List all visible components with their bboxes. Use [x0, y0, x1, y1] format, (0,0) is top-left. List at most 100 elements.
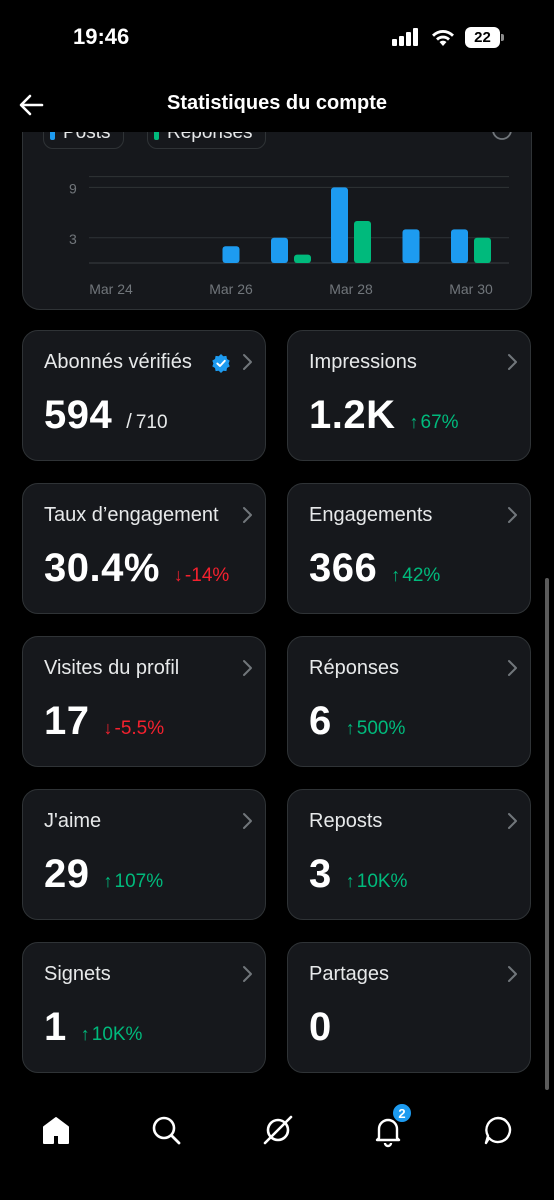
stat-card-reposts[interactable]: Reposts 3 ↑ 10K% [287, 789, 531, 920]
stat-value-row: 1 ↑ 10K% [44, 1005, 142, 1050]
x-tick-label: Mar 30 [449, 281, 493, 297]
chevron-right-icon [243, 660, 252, 676]
stat-change: ↓ -5.5% [104, 718, 165, 740]
chevron-right-icon [508, 354, 517, 370]
bar-posts-mar-27 [271, 237, 288, 263]
search-icon[interactable] [146, 1110, 186, 1150]
battery-level: 22 [465, 27, 500, 48]
bar-replies-mar-27 [294, 254, 311, 263]
stat-value: 1.2K [309, 393, 396, 437]
y-tick-label: 9 [69, 180, 77, 196]
arrow-up-icon: ↑ [345, 718, 355, 738]
stat-card-impressions[interactable]: Impressions 1.2K ↑ 67% [287, 330, 531, 461]
stat-value-row: 0 [309, 1005, 332, 1050]
stat-total-value: 710 [135, 412, 168, 433]
back-arrow-icon[interactable] [16, 90, 46, 120]
stat-change: ↑ 42% [391, 565, 440, 587]
y-tick-label: 3 [69, 231, 77, 247]
arrow-up-icon: ↑ [103, 871, 113, 891]
stat-label: Signets [44, 963, 111, 985]
stat-change: ↓ -14% [174, 565, 229, 587]
chevron-right-icon [508, 507, 517, 523]
bar-posts-mar-29 [402, 229, 420, 263]
chevron-right-icon [508, 813, 517, 829]
stat-card-bookmarks[interactable]: Signets 1 ↑ 10K% [22, 942, 266, 1073]
arrow-up-icon: ↑ [345, 871, 355, 891]
bar-replies-mar-28 [354, 221, 371, 263]
stat-value: 3 [309, 852, 332, 896]
scrollbar[interactable] [545, 578, 549, 1090]
stats-content[interactable]: Posts Réponses 3 9 Mar 24 Mar 26 Mar 28 Mar 3… [0, 132, 554, 1090]
grok-icon[interactable] [258, 1110, 298, 1150]
stat-value-row: 594/710 [44, 393, 168, 438]
stat-change-value: -14% [184, 565, 230, 586]
header: Statistiques du compte [0, 76, 554, 132]
stat-value: 1 [44, 1005, 67, 1049]
stat-value-row: 3 ↑ 10K% [309, 852, 407, 897]
messages-icon[interactable] [478, 1110, 518, 1150]
wifi-icon [432, 30, 454, 46]
stat-total: /710 [126, 411, 168, 433]
stat-card-engagements[interactable]: Engagements 366 ↑ 42% [287, 483, 531, 614]
stat-card-replies[interactable]: Réponses 6 ↑ 500% [287, 636, 531, 767]
stat-change-value: 67% [420, 412, 459, 433]
notifications-icon[interactable] [368, 1110, 408, 1150]
stat-change-value: 10K% [356, 871, 408, 892]
stat-value: 29 [44, 852, 90, 896]
battery-icon: 22 [465, 27, 504, 48]
stat-card-shares[interactable]: Partages 0 [287, 942, 531, 1073]
stat-label: Reposts [309, 810, 383, 832]
x-tick-label: Mar 28 [329, 281, 373, 297]
stat-card-likes[interactable]: J'aime 29 ↑ 107% [22, 789, 266, 920]
legend-posts-swatch [50, 132, 55, 140]
stat-change: ↑ 67% [410, 412, 459, 434]
stat-card-engagement-rate[interactable]: Taux d’engagement 30.4% ↓ -14% [22, 483, 266, 614]
stat-card-verified-followers[interactable]: Abonnés vérifiés 594/710 [22, 330, 266, 461]
notifications-badge: 2 [392, 1103, 412, 1123]
stat-value: 366 [309, 546, 378, 590]
info-icon[interactable] [491, 132, 513, 141]
legend-replies-label: Réponses [167, 132, 253, 143]
stat-label: Réponses [309, 657, 400, 679]
stat-value-row: 17 ↓ -5.5% [44, 699, 164, 744]
stat-value: 594 [44, 393, 113, 437]
stat-label: Impressions [309, 351, 417, 373]
page-title: Statistiques du compte [166, 92, 388, 114]
stat-value-row: 6 ↑ 500% [309, 699, 405, 744]
stat-label: J'aime [44, 810, 102, 832]
arrow-down-icon: ↓ [103, 718, 113, 738]
chevron-right-icon [508, 966, 517, 982]
bar-posts-mar-30 [451, 229, 468, 263]
cellular-signal-icon [392, 28, 420, 46]
chevron-right-icon [243, 507, 252, 523]
arrow-down-icon: ↓ [173, 565, 183, 585]
stat-value-row: 366 ↑ 42% [309, 546, 440, 591]
home-icon[interactable] [36, 1110, 76, 1150]
status-bar: 19:46 22 [0, 0, 554, 76]
arrow-up-icon: ↑ [391, 565, 401, 585]
stat-label: Engagements [309, 504, 433, 526]
stat-card-profile-visits[interactable]: Visites du profil 17 ↓ -5.5% [22, 636, 266, 767]
bottom-nav: 2 [0, 1090, 554, 1200]
stat-label: Abonnés vérifiés [44, 351, 192, 373]
stat-change-value: 107% [114, 871, 164, 892]
legend-posts-label: Posts [63, 132, 111, 143]
stat-change: ↑ 10K% [346, 871, 408, 893]
x-tick-label: Mar 24 [89, 281, 133, 297]
stat-change: ↑ 10K% [81, 1024, 143, 1046]
stat-value-row: 30.4% ↓ -14% [44, 546, 229, 591]
chevron-right-icon [243, 813, 252, 829]
stat-change-value: -5.5% [114, 718, 165, 739]
bar-posts-mar-26 [222, 246, 240, 263]
stat-change: ↑ 107% [104, 871, 164, 893]
stat-value: 30.4% [44, 546, 160, 590]
activity-chart-card: Posts Réponses 3 9 Mar 24 Mar 26 Mar 28 Mar 3… [22, 132, 532, 310]
stat-label: Taux d’engagement [44, 504, 219, 526]
stat-label: Visites du profil [44, 657, 180, 679]
chevron-right-icon [243, 966, 252, 982]
legend-posts[interactable]: Posts [43, 132, 124, 149]
legend-replies[interactable]: Réponses [147, 132, 266, 149]
activity-bar-chart: 3 9 Mar 24 Mar 26 Mar 28 Mar 30 [69, 176, 509, 297]
stat-value-row: 1.2K ↑ 67% [309, 393, 459, 438]
bar-replies-mar-30 [474, 237, 491, 263]
